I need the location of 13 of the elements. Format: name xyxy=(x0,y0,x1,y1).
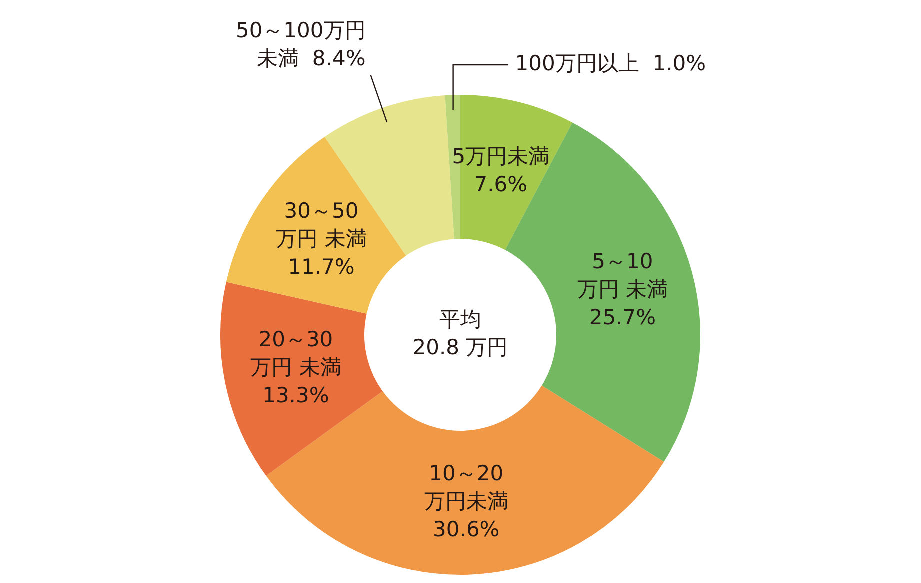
slice-label: 50～100万円未満 8.4% xyxy=(236,18,366,71)
slice-label: 100万円以上 1.0% xyxy=(515,51,706,76)
data-label: 25.7% xyxy=(589,306,656,330)
slice-label: 20～30万円 未満 xyxy=(250,327,342,380)
data-label: 7.6% xyxy=(474,172,528,196)
slice-label: 30～50万円 未満 xyxy=(276,199,367,252)
data-label: 11.7% xyxy=(288,255,355,280)
slice-label: 5～10万円 未満 xyxy=(577,250,668,302)
data-label: 13.3% xyxy=(262,383,330,408)
slice-label: 10～20万円未満 xyxy=(424,461,508,514)
data-label: 30.6% xyxy=(433,517,500,542)
slice-label: 5万円未満 xyxy=(452,144,550,168)
text: 平均 20.8 万円 xyxy=(412,307,508,360)
